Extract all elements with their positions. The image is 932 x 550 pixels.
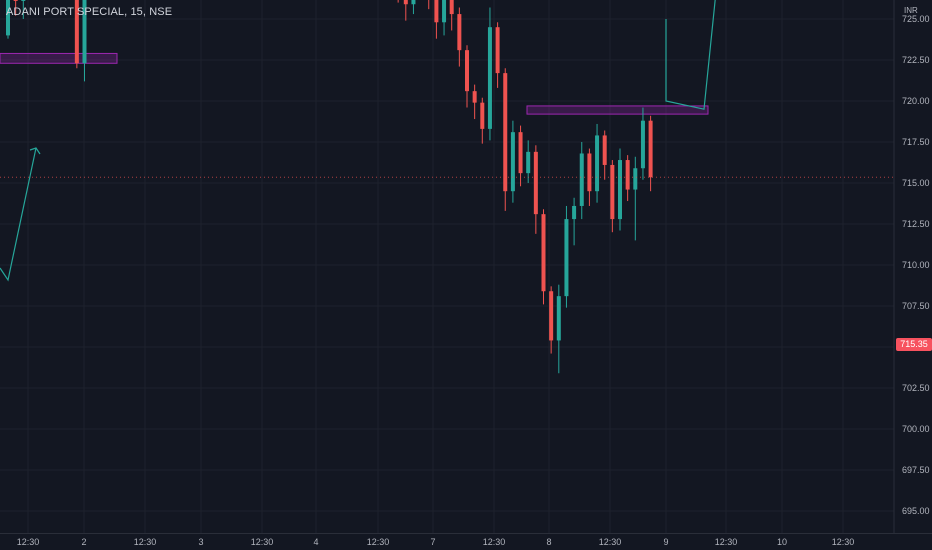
candle-body <box>74 0 79 64</box>
price-tick-label: 717.50 <box>902 137 930 147</box>
candle-body <box>587 153 592 192</box>
price-tick-label: 715.00 <box>902 178 930 188</box>
candle-body <box>572 205 577 220</box>
candle-body <box>82 0 87 64</box>
last-price-badge: 715.35 <box>896 338 932 351</box>
time-tick-label: 9 <box>663 537 668 547</box>
price-tick-label: 712.50 <box>902 219 930 229</box>
candle-body <box>472 91 477 103</box>
grid-lines <box>0 0 894 533</box>
candle-body <box>434 0 439 23</box>
price-tick-label: 702.50 <box>902 383 930 393</box>
candle-body <box>403 0 408 5</box>
price-tick-label: 707.50 <box>902 301 930 311</box>
candle-body <box>625 160 630 190</box>
candle-body <box>411 0 416 5</box>
support-zone <box>526 105 709 115</box>
time-tick-label: 12:30 <box>17 537 40 547</box>
candle-body <box>495 27 500 74</box>
candle-body <box>510 132 515 192</box>
support-zones <box>0 52 709 115</box>
candle-body <box>457 14 462 51</box>
time-tick-label: 12:30 <box>134 537 157 547</box>
candle-body <box>579 153 584 206</box>
price-tick-label: 700.00 <box>902 424 930 434</box>
candle-body <box>602 135 607 165</box>
time-tick-label: 12:30 <box>251 537 274 547</box>
candle-body <box>610 164 615 220</box>
time-tick-label: 7 <box>430 537 435 547</box>
price-tick-label: 710.00 <box>902 260 930 270</box>
candle-body <box>633 168 638 190</box>
time-tick-label: 12:30 <box>483 537 506 547</box>
candle-body <box>533 151 538 215</box>
price-axis[interactable]: 755.00752.50750.00747.50745.00742.50740.… <box>902 0 930 516</box>
candle-body <box>595 135 600 192</box>
time-tick-label: 3 <box>198 537 203 547</box>
time-axis[interactable]: 12:30 2 12:30 3 12:30 4 12:30 7 12:30 8 12:30 9 12:3… <box>17 537 855 547</box>
time-tick-label: 12:30 <box>715 537 738 547</box>
candle-body <box>640 120 645 169</box>
candle-body <box>549 291 554 341</box>
time-tick-label: 8 <box>546 537 551 547</box>
time-tick-label: 12:30 <box>367 537 390 547</box>
candle-body <box>465 50 469 92</box>
candles <box>6 0 653 374</box>
symbol-title: ADANI PORT SPECIAL, 15, NSE <box>6 6 173 18</box>
candle-body <box>13 0 18 1</box>
time-tick-label: 12:30 <box>832 537 855 547</box>
price-tick-label: 722.50 <box>902 55 930 65</box>
currency-label: INR <box>904 6 918 15</box>
candle-body <box>487 27 492 129</box>
candle-body <box>6 0 10 36</box>
candle-body <box>648 120 653 178</box>
price-tick-label: 695.00 <box>902 506 930 516</box>
candle-body <box>503 73 508 192</box>
price-tick-label: 725.00 <box>902 14 930 24</box>
left-projection-arrowhead <box>29 147 41 155</box>
candle-body <box>556 296 561 341</box>
candle-body <box>21 0 26 1</box>
projection-path <box>0 0 894 282</box>
time-tick-label: 4 <box>313 537 318 547</box>
left-projection-line <box>0 147 37 282</box>
time-tick-label: 2 <box>81 537 86 547</box>
price-tick-label: 720.00 <box>902 96 930 106</box>
candle-body <box>564 219 569 297</box>
time-tick-label: 12:30 <box>599 537 622 547</box>
candle-body <box>449 0 454 15</box>
candle-body <box>541 214 546 292</box>
candle-body <box>518 132 523 174</box>
candle-body <box>526 151 531 174</box>
candle-body <box>480 102 485 129</box>
candle-body <box>442 0 447 23</box>
price-tick-label: 697.50 <box>902 465 930 475</box>
time-tick-label: 10 <box>777 537 787 547</box>
candle-body <box>618 160 622 220</box>
support-zone <box>0 52 118 64</box>
projection-line <box>665 0 716 110</box>
